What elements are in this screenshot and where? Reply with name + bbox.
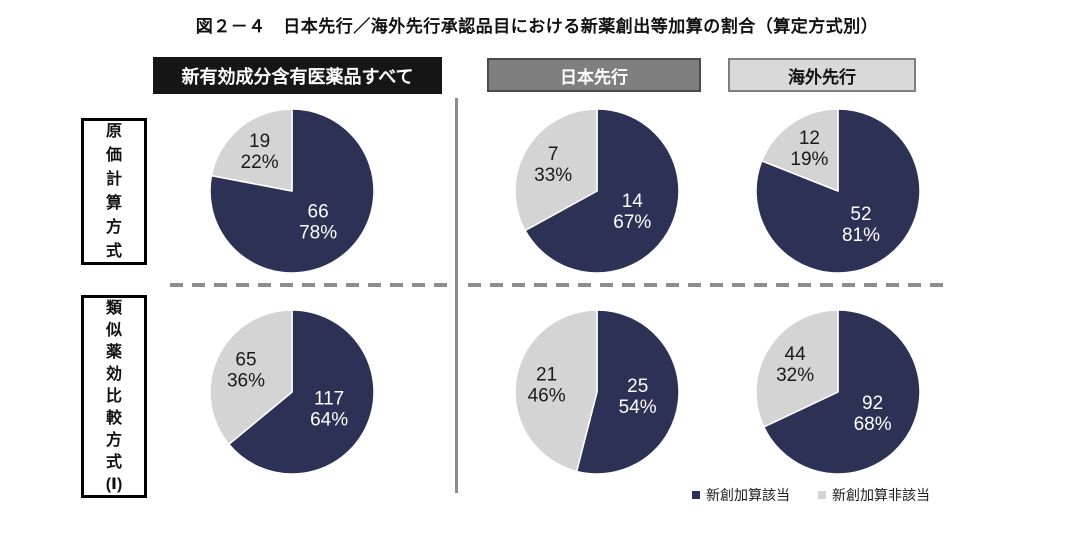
legend-item-not-applicable: 新創加算非該当 [818, 485, 930, 505]
pie-slice-label: 7 33% [534, 144, 572, 186]
legend-swatch-applicable [692, 491, 700, 499]
row-label-similar-drug-comparison-method: 類似薬効比較方式 (Ⅰ) [81, 295, 147, 498]
row-label-char: 算 [105, 194, 122, 212]
pie-slice [761, 108, 839, 192]
row-label-char: 較 [105, 409, 122, 427]
pie-similar-comparison-japan-first: 25 54% 21 46% [514, 309, 680, 475]
row-label-char: 比 [105, 387, 122, 405]
pie-cost-calculation-japan-first: 14 67% 7 33% [514, 108, 680, 274]
row-label-char: 式 [105, 453, 122, 471]
legend: 新創加算該当 新創加算非該当 [692, 485, 930, 505]
pie-slice [228, 309, 375, 475]
pie-slice-label: 25 54% [619, 376, 657, 418]
pie-slice [209, 309, 293, 446]
row-label-cost-calculation-method: 原価計算方式 [81, 118, 147, 265]
row-label-char: 計 [105, 170, 122, 188]
row-label-char: 類 [105, 299, 122, 317]
row-label-char: 似 [105, 321, 122, 339]
pie-slice-label: 44 32% [776, 344, 814, 386]
pie-slice [209, 108, 375, 274]
pie-similar-comparison-all: 117 64% 65 36% [209, 309, 375, 475]
pie-slice-label: 21 46% [528, 365, 566, 407]
row-separator-dashed-line-left [170, 283, 447, 287]
pie-slice-label: 12 19% [790, 128, 828, 170]
pie-slice-label: 65 36% [227, 349, 265, 391]
pie-slice [575, 309, 680, 475]
pie-slice-label: 92 68% [854, 393, 892, 435]
pie-slice [755, 309, 839, 428]
pie-slice-label: 19 22% [241, 131, 279, 173]
column-header-all-drugs: 新有効成分含有医薬品すべて [153, 57, 442, 94]
row-label-char: 原 [105, 122, 122, 140]
legend-label-applicable: 新創加算該当 [706, 487, 790, 503]
legend-swatch-not-applicable [818, 491, 826, 499]
legend-label-not-applicable: 新創加算非該当 [832, 487, 930, 503]
column-header-overseas-first: 海外先行 [728, 58, 916, 92]
pie-slice [514, 108, 598, 232]
pie-cost-calculation-all: 66 78% 19 22% [209, 108, 375, 274]
row-label-char: 価 [105, 146, 122, 164]
pie-slice-label: 66 78% [299, 202, 337, 244]
column-header-japan-first: 日本先行 [487, 58, 701, 92]
pie-cost-calculation-overseas-first: 52 81% 12 19% [755, 108, 921, 274]
pie-slice-label: 14 67% [613, 191, 651, 233]
row-label-char: 効 [105, 365, 122, 383]
pie-slice [755, 108, 921, 274]
row-separator-dashed-line-right [468, 283, 950, 287]
pie-slice-label: 117 64% [310, 389, 348, 431]
column-separator-line [455, 98, 458, 493]
pie-slice [524, 108, 680, 274]
figure-title: 図２－４ 日本先行／海外先行承認品目における新薬創出等加算の割合（算定方式別） [195, 17, 879, 36]
pie-slice [763, 309, 921, 475]
legend-item-applicable: 新創加算該当 [692, 485, 790, 505]
row-label-char: 式 [105, 242, 122, 260]
row-label-char: (Ⅰ) [105, 475, 123, 493]
pie-slice [210, 108, 293, 192]
row-label-char: 薬 [105, 343, 122, 361]
pie-slice-label: 52 81% [842, 204, 880, 246]
pie-slice [514, 309, 598, 473]
row-label-char: 方 [105, 218, 122, 236]
pie-similar-comparison-overseas-first: 92 68% 44 32% [755, 309, 921, 475]
row-label-char: 方 [105, 431, 122, 449]
